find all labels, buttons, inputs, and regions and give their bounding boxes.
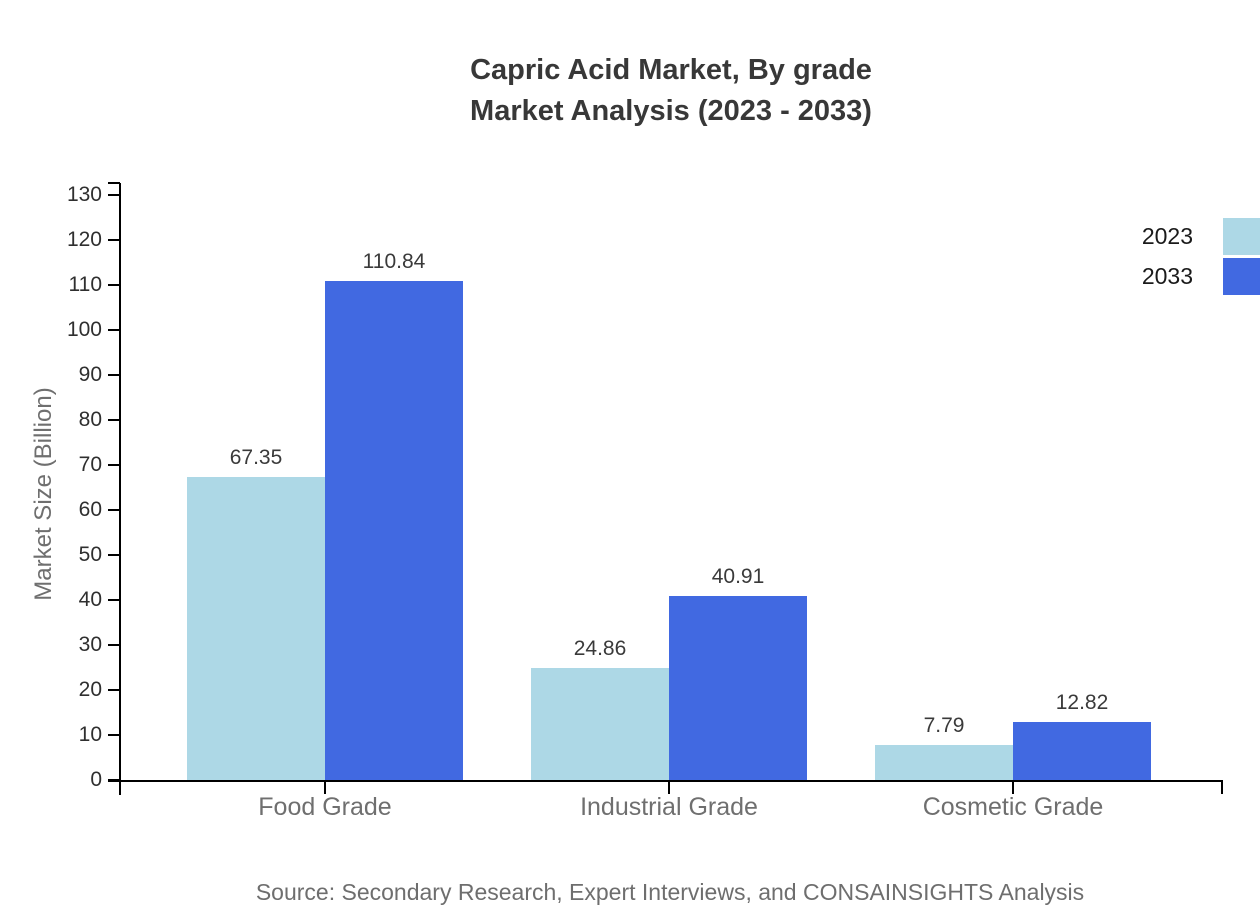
y-tick bbox=[108, 599, 120, 601]
y-tick-label: 30 bbox=[78, 633, 102, 656]
legend-label-2023: 2023 bbox=[1141, 223, 1193, 249]
x-axis-end-tick bbox=[1221, 781, 1223, 794]
bar-2033-industrial-grade bbox=[669, 596, 807, 780]
bar-2033-cosmetic-grade bbox=[1013, 722, 1151, 780]
y-tick-label: 110 bbox=[68, 273, 102, 296]
y-tick bbox=[108, 689, 120, 691]
source-note: Source: Secondary Research, Expert Inter… bbox=[255, 879, 1085, 905]
y-tick bbox=[108, 374, 120, 376]
y-tick-label: 40 bbox=[78, 588, 102, 611]
legend-entry-2023: 2023 bbox=[1142, 218, 1260, 255]
x-axis-line bbox=[108, 780, 1223, 782]
value-label-2023-food-grade: 67.35 bbox=[229, 446, 283, 469]
y-tick bbox=[108, 239, 120, 241]
y-tick bbox=[108, 284, 120, 286]
y-tick bbox=[108, 509, 120, 511]
category-label-industrial-grade: Industrial Grade bbox=[580, 793, 758, 821]
x-tick bbox=[1012, 781, 1014, 794]
bar-2023-cosmetic-grade bbox=[875, 745, 1013, 780]
y-tick bbox=[108, 329, 120, 331]
y-tick-label: 120 bbox=[66, 228, 102, 251]
value-label-2023-cosmetic-grade: 7.79 bbox=[923, 714, 965, 737]
chart-title-line-1: Capric Acid Market, By grade bbox=[470, 54, 872, 86]
y-tick-label: 130 bbox=[66, 183, 102, 206]
y-tick-label: 90 bbox=[78, 363, 102, 386]
category-label-food-grade: Food Grade bbox=[258, 793, 392, 821]
x-tick bbox=[324, 781, 326, 794]
y-tick-label: 10 bbox=[78, 723, 102, 746]
y-tick bbox=[108, 419, 120, 421]
legend-label-2033: 2033 bbox=[1141, 263, 1193, 289]
bar-2033-food-grade bbox=[325, 281, 463, 780]
y-tick bbox=[108, 194, 120, 196]
y-tick-label: 70 bbox=[78, 453, 102, 476]
y-tick-label: 20 bbox=[78, 678, 102, 701]
y-tick bbox=[108, 734, 120, 736]
legend: 2023 2033 bbox=[1142, 218, 1260, 295]
value-label-2033-food-grade: 110.84 bbox=[362, 250, 426, 273]
y-tick-label: 60 bbox=[78, 498, 102, 521]
bar-2023-industrial-grade bbox=[531, 668, 669, 780]
legend-swatch-2023 bbox=[1223, 218, 1260, 255]
chart-title: Capric Acid Market, By grade Market Anal… bbox=[120, 50, 1222, 132]
y-tick bbox=[108, 779, 120, 781]
y-tick-label: 100 bbox=[66, 318, 102, 341]
value-label-2033-cosmetic-grade: 12.82 bbox=[1055, 691, 1109, 714]
y-tick-label: 0 bbox=[90, 768, 102, 791]
legend-entry-2033: 2033 bbox=[1142, 258, 1260, 295]
value-label-2033-industrial-grade: 40.91 bbox=[711, 565, 765, 588]
y-axis-end-tick bbox=[108, 182, 120, 184]
y-tick bbox=[108, 554, 120, 556]
bar-2023-food-grade bbox=[187, 477, 325, 780]
legend-swatch-2033 bbox=[1223, 258, 1260, 295]
value-label-2023-industrial-grade: 24.86 bbox=[573, 637, 627, 660]
y-tick bbox=[108, 464, 120, 466]
y-tick-label: 80 bbox=[78, 408, 102, 431]
y-tick-label: 50 bbox=[78, 543, 102, 566]
y-tick bbox=[108, 644, 120, 646]
x-tick bbox=[668, 781, 670, 794]
category-label-cosmetic-grade: Cosmetic Grade bbox=[922, 793, 1104, 821]
chart-title-line-2: Market Analysis (2023 - 2033) bbox=[470, 95, 872, 127]
y-axis-line bbox=[119, 183, 121, 795]
